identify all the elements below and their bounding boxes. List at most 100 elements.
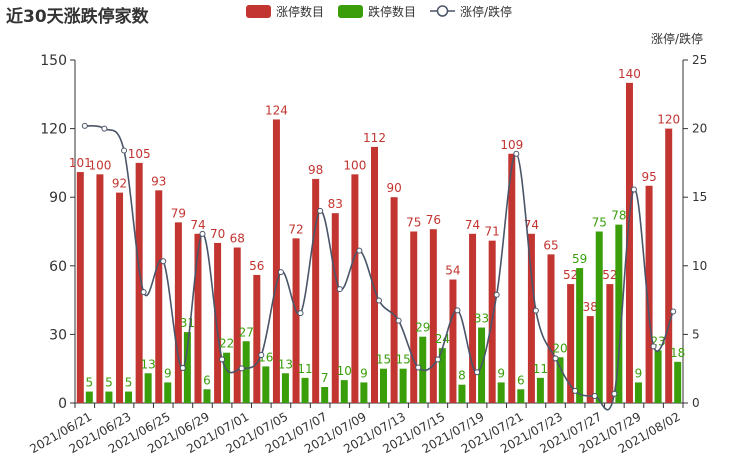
bar-up[interactable] — [606, 284, 614, 403]
bar-up[interactable] — [135, 162, 143, 403]
ratio-point[interactable] — [454, 307, 461, 314]
ratio-point[interactable] — [591, 393, 598, 400]
bar-up[interactable] — [390, 197, 398, 403]
bar-up[interactable] — [233, 247, 241, 403]
bar-down[interactable] — [242, 341, 250, 403]
legend-swatch[interactable] — [246, 5, 271, 18]
bar-down[interactable] — [125, 391, 133, 403]
ratio-point[interactable] — [297, 310, 304, 317]
bar-up[interactable] — [527, 233, 535, 403]
ratio-point[interactable] — [611, 390, 618, 397]
ratio-point[interactable] — [395, 317, 402, 324]
bar-up[interactable] — [586, 316, 594, 403]
bar-down[interactable] — [105, 391, 113, 403]
bar-down[interactable] — [262, 366, 270, 403]
bar-down-label: 18 — [670, 346, 685, 360]
ratio-point[interactable] — [376, 297, 382, 304]
bar-down-label: 9 — [360, 366, 368, 380]
ratio-point[interactable] — [238, 365, 245, 372]
ratio-point[interactable] — [258, 351, 265, 358]
bar-up[interactable] — [371, 146, 378, 404]
bar-up[interactable] — [625, 82, 633, 403]
ratio-point[interactable] — [199, 230, 206, 237]
ratio-point[interactable] — [160, 258, 167, 265]
bar-down[interactable] — [380, 368, 387, 403]
ratio-point[interactable] — [630, 186, 637, 193]
bar-up[interactable] — [76, 172, 84, 403]
bar-up[interactable] — [429, 229, 437, 403]
bar-down[interactable] — [458, 384, 466, 403]
bar-up[interactable] — [272, 119, 280, 403]
ratio-point[interactable] — [650, 343, 657, 350]
bar-down[interactable] — [595, 231, 603, 404]
bar-up[interactable] — [96, 174, 104, 403]
ratio-point[interactable] — [513, 150, 520, 157]
ratio-point[interactable] — [101, 125, 108, 132]
ratio-point[interactable] — [670, 308, 677, 315]
bar-up[interactable] — [214, 242, 222, 403]
bar-down[interactable] — [301, 377, 309, 403]
ratio-point[interactable] — [532, 307, 539, 314]
legend-label[interactable]: 跌停数目 — [368, 4, 416, 19]
bar-down[interactable] — [321, 386, 329, 403]
bar-down[interactable] — [576, 268, 584, 403]
ratio-point[interactable] — [277, 269, 284, 276]
bar-down[interactable] — [536, 377, 544, 403]
legend-label[interactable]: 涨停/跌停 — [460, 4, 512, 19]
bar-down[interactable] — [556, 357, 564, 403]
bar-up[interactable] — [331, 213, 339, 403]
bar-down[interactable] — [634, 382, 642, 403]
y-left-tick-label: 60 — [49, 259, 67, 275]
bar-down[interactable] — [615, 224, 623, 403]
bar-down[interactable] — [203, 389, 211, 403]
bar-down[interactable] — [360, 382, 368, 403]
ratio-point[interactable] — [356, 247, 363, 254]
bar-up[interactable] — [194, 233, 202, 403]
ratio-point[interactable] — [474, 369, 481, 376]
bar-up[interactable] — [645, 185, 653, 403]
bar-up[interactable] — [469, 233, 477, 403]
ratio-point[interactable] — [572, 387, 579, 394]
ratio-point[interactable] — [317, 207, 324, 214]
ratio-point[interactable] — [493, 291, 500, 298]
bar-up[interactable] — [665, 128, 673, 403]
bar-down[interactable] — [164, 382, 172, 403]
bar-up[interactable] — [508, 153, 516, 403]
ratio-point[interactable] — [415, 364, 422, 371]
ratio-point[interactable] — [336, 286, 343, 293]
ratio-point[interactable] — [140, 289, 147, 296]
ratio-point[interactable] — [552, 355, 559, 362]
legend-swatch[interactable] — [338, 5, 363, 18]
bar-down[interactable] — [399, 368, 407, 403]
bar-down[interactable] — [85, 391, 93, 403]
ratio-point[interactable] — [219, 356, 226, 363]
bar-up[interactable] — [292, 238, 300, 403]
bar-down[interactable] — [654, 350, 662, 403]
bar-up[interactable] — [547, 254, 555, 403]
bar-up[interactable] — [449, 279, 457, 403]
bar-up[interactable] — [253, 274, 261, 403]
bar-up[interactable] — [351, 174, 359, 403]
bar-down[interactable] — [183, 332, 191, 403]
ratio-point[interactable] — [81, 122, 88, 129]
bar-down[interactable] — [144, 373, 152, 403]
bar-down[interactable] — [497, 382, 505, 403]
bar-down[interactable] — [517, 389, 525, 403]
bar-down[interactable] — [281, 373, 289, 403]
bar-up[interactable] — [312, 178, 320, 403]
bar-down[interactable] — [340, 380, 348, 403]
ratio-point[interactable] — [434, 356, 441, 363]
bar-down[interactable] — [674, 361, 682, 403]
bar-up[interactable] — [567, 284, 575, 403]
bar-down[interactable] — [223, 352, 231, 403]
bar-down-label: 13 — [141, 357, 156, 371]
ratio-point[interactable] — [179, 365, 186, 372]
bar-up[interactable] — [116, 192, 124, 403]
bar-down-label: 5 — [125, 376, 133, 390]
bar-up[interactable] — [410, 231, 418, 404]
ratio-point[interactable] — [121, 147, 128, 154]
bar-up[interactable] — [155, 190, 163, 403]
bar-up[interactable] — [174, 222, 182, 403]
legend-label[interactable]: 涨停数目 — [276, 4, 324, 19]
bar-down[interactable] — [438, 348, 446, 403]
